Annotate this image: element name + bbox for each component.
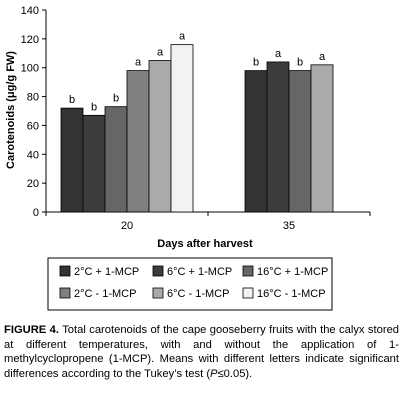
y-axis: 0 20 40 60 80 100 120 140: [21, 5, 47, 219]
caption-text: Total carotenoids of the cape gooseberry…: [4, 324, 400, 380]
y-tick-label: 140: [21, 5, 39, 17]
bar: [310, 64, 334, 213]
legend-label: 2°C - 1-MCP: [74, 288, 136, 300]
bar: [148, 60, 172, 213]
legend-swatch: [242, 287, 254, 299]
legend-box: [47, 257, 333, 311]
legend-swatch: [152, 287, 164, 299]
legend-swatch: [152, 265, 164, 277]
legend-label: 6°C - 1-MCP: [167, 288, 229, 300]
bar: [244, 70, 268, 213]
bar: [288, 70, 312, 213]
legend-swatch: [59, 287, 71, 299]
significance-letter: b: [91, 101, 97, 113]
caption-p-symbol: P: [210, 367, 218, 380]
y-axis-title: Carotenoids (μg/g FW): [5, 51, 17, 169]
legend-label: 2°C + 1-MCP: [74, 266, 139, 278]
x-tick-label: 20: [121, 220, 133, 232]
significance-letter: a: [275, 48, 282, 60]
legend-swatch: [59, 265, 71, 277]
caption-text-end: ≤0.05).: [217, 367, 253, 380]
bars: b b b a a a b a b a: [60, 31, 334, 213]
significance-letter: a: [319, 51, 326, 63]
significance-letter: a: [157, 47, 164, 59]
bar: [82, 114, 106, 213]
bar: [126, 70, 150, 213]
bar: [266, 61, 290, 213]
y-tick-label: 0: [33, 207, 39, 219]
y-tick-label: 60: [27, 120, 39, 132]
y-tick-label: 40: [27, 149, 39, 161]
y-tick-label: 20: [27, 178, 39, 190]
bar: [170, 44, 194, 213]
y-tick-label: 80: [27, 92, 39, 104]
legend-label: 16°C - 1-MCP: [257, 288, 326, 300]
legend-label: 16°C + 1-MCP: [257, 266, 328, 278]
bar: [60, 107, 84, 213]
significance-letter: b: [113, 93, 119, 105]
significance-letter: b: [253, 57, 259, 69]
x-axis: 20 35: [45, 211, 371, 232]
x-axis-title: Days after harvest: [157, 238, 253, 250]
caption-figure-label: FIGURE 4.: [4, 324, 59, 336]
legend-swatch: [242, 265, 254, 277]
significance-letter: a: [135, 57, 142, 69]
significance-letter: b: [297, 57, 303, 69]
x-tick-label: 35: [283, 220, 295, 232]
y-tick-label: 100: [21, 63, 39, 75]
figure-caption: FIGURE 4. Total carotenoids of the cape …: [4, 323, 399, 381]
y-tick-label: 120: [21, 34, 39, 46]
significance-letter: b: [69, 94, 75, 106]
significance-letter: a: [179, 31, 186, 43]
legend: 2°C + 1-MCP 6°C + 1-MCP 16°C + 1-MCP 2°C - …: [47, 257, 333, 311]
bar: [104, 106, 128, 213]
legend-label: 6°C + 1-MCP: [167, 266, 232, 278]
